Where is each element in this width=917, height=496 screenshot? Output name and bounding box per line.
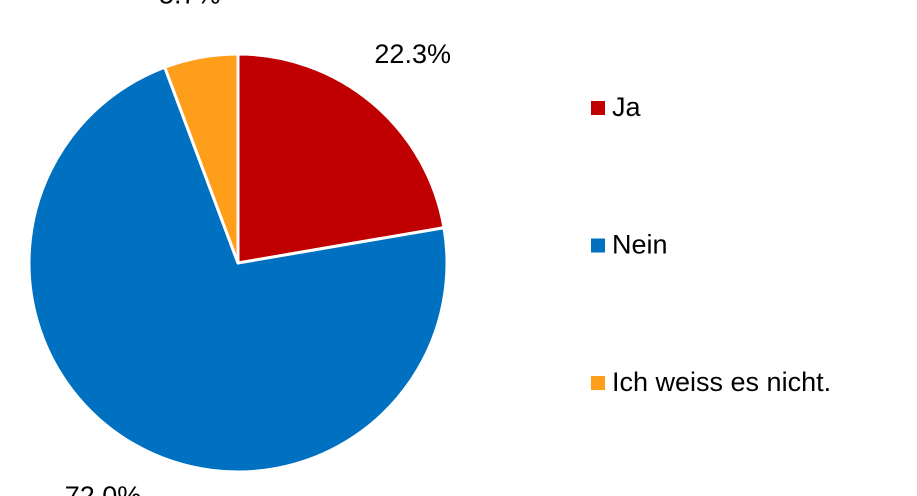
legend-label: Ich weiss es nicht. bbox=[612, 367, 831, 397]
data-label: 5.7% bbox=[159, 0, 221, 9]
data-label: 72.0% bbox=[65, 481, 142, 496]
legend-swatch bbox=[591, 376, 605, 390]
legend-swatch bbox=[591, 101, 605, 115]
pie-slice bbox=[163, 52, 240, 265]
pie-slice bbox=[236, 52, 446, 265]
legend-label: Ja bbox=[612, 92, 642, 122]
data-label: 22.3% bbox=[374, 39, 451, 69]
legend-label: Nein bbox=[612, 230, 668, 260]
pie-slice bbox=[27, 65, 449, 474]
legend-swatch bbox=[591, 238, 605, 253]
